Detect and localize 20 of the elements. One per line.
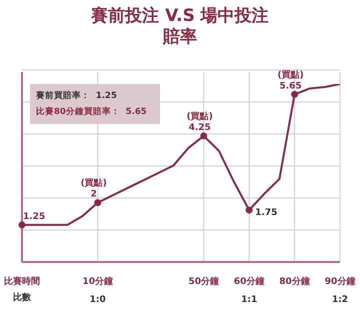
data-label: (買點) 5.65 [277,69,304,92]
annotation: 比賽80分鐘買賠率： 5.65 [36,106,148,119]
data-label: (買點) 4.25 [186,110,213,133]
chart-title: 賽前投注 V.S 場中投注賠率 [90,6,270,48]
x-tick-label: 90分鐘 1:2 [324,276,356,305]
data-label: 1.25 [23,212,46,222]
point [291,90,298,98]
x-tick-label: 50分鐘 [188,276,219,287]
x-tick-label: 60分鐘 1:1 [234,276,264,305]
data-label: (買點) 2 [80,178,107,200]
x-tick-label: 比賽時間 [4,276,40,287]
point [200,132,208,140]
x-tick-label: 80分鐘 [279,276,310,287]
point [246,206,253,214]
annotation: 賽前買賠率： 1.25 [36,90,118,103]
point [18,221,26,228]
point [94,199,102,206]
data-label: 1.75 [255,208,278,218]
x-tick-label: 10分鐘 1:0 [82,276,113,305]
text: 比數 [12,291,32,304]
